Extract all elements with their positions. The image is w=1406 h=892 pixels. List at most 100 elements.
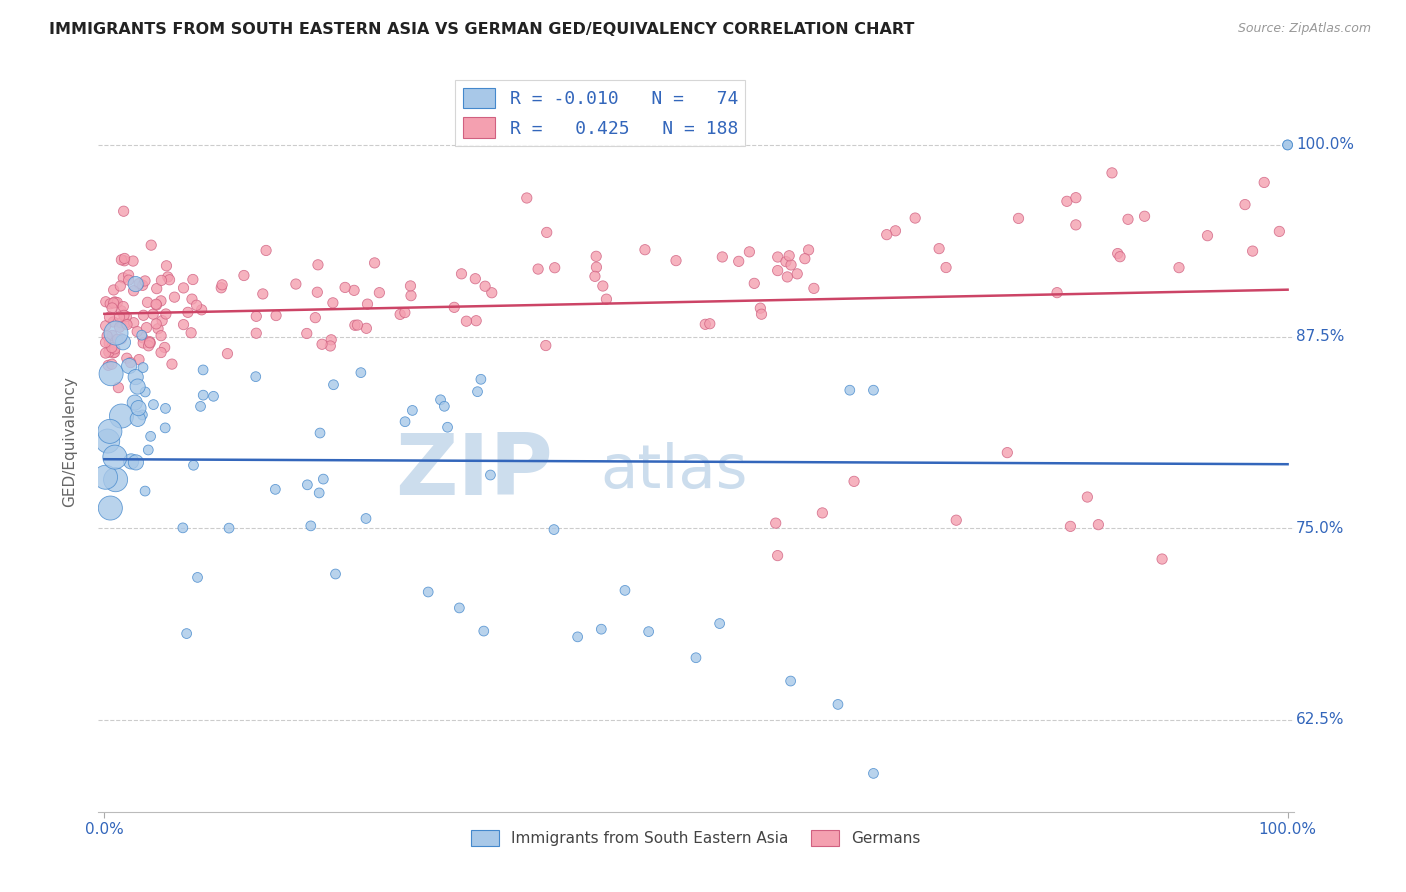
Point xyxy=(209,281,232,295)
Point xyxy=(1233,197,1256,211)
Point xyxy=(104,294,127,309)
Point xyxy=(299,519,322,533)
Point xyxy=(1046,285,1069,300)
Point xyxy=(343,284,366,298)
Point xyxy=(155,307,177,321)
Point xyxy=(122,284,145,298)
Point xyxy=(118,273,141,287)
Point xyxy=(112,300,135,314)
Point xyxy=(112,309,135,323)
Point xyxy=(749,301,772,315)
Point xyxy=(308,486,330,500)
Point xyxy=(132,331,155,345)
Text: 100.0%: 100.0% xyxy=(1296,137,1354,153)
Point xyxy=(124,277,146,291)
Point xyxy=(304,310,326,325)
Point xyxy=(827,698,849,712)
Point xyxy=(104,473,127,487)
Point xyxy=(472,624,495,638)
Point xyxy=(1168,260,1191,275)
Point xyxy=(312,472,335,486)
Point xyxy=(284,277,307,291)
Point xyxy=(399,279,422,293)
Point xyxy=(343,318,366,333)
Point xyxy=(776,269,799,284)
Point xyxy=(110,409,132,423)
Point xyxy=(450,267,472,281)
Point xyxy=(98,336,121,351)
Point xyxy=(104,295,127,310)
Point xyxy=(186,298,208,312)
Point xyxy=(150,313,173,327)
Point xyxy=(104,326,127,340)
Point xyxy=(354,511,377,525)
Text: 62.5%: 62.5% xyxy=(1296,712,1344,727)
Point xyxy=(190,400,212,414)
Point xyxy=(356,321,378,335)
Point xyxy=(1064,191,1087,205)
Point xyxy=(443,301,465,315)
Point xyxy=(356,297,378,311)
Point xyxy=(139,336,162,351)
Point xyxy=(634,243,657,257)
Point xyxy=(779,674,801,689)
Point xyxy=(945,513,967,527)
Point xyxy=(1133,209,1156,223)
Point xyxy=(429,392,451,407)
Point xyxy=(766,549,789,563)
Point xyxy=(433,399,456,413)
Text: atlas: atlas xyxy=(600,442,748,500)
Point xyxy=(103,296,125,310)
Point xyxy=(149,293,172,308)
Point xyxy=(145,317,167,331)
Point xyxy=(1087,517,1109,532)
Point xyxy=(797,243,820,257)
Point xyxy=(1277,137,1299,152)
Point xyxy=(394,305,416,319)
Point xyxy=(103,345,125,359)
Point xyxy=(110,303,132,318)
Point xyxy=(1253,176,1275,190)
Point xyxy=(103,283,125,297)
Point xyxy=(101,301,124,315)
Point xyxy=(322,377,344,392)
Point xyxy=(399,288,422,302)
Point xyxy=(145,282,167,296)
Point xyxy=(709,616,731,631)
Point xyxy=(592,279,614,293)
Point xyxy=(474,279,496,293)
Point xyxy=(115,351,138,366)
Point xyxy=(995,445,1018,459)
Point xyxy=(103,315,125,329)
Point xyxy=(107,332,129,346)
Point xyxy=(765,516,787,530)
Point xyxy=(127,401,149,416)
Point xyxy=(264,483,287,497)
Point xyxy=(131,408,153,422)
Point xyxy=(1109,250,1132,264)
Text: ZIP: ZIP xyxy=(395,430,553,513)
Point xyxy=(173,281,195,295)
Point xyxy=(738,244,761,259)
Point xyxy=(543,523,565,537)
Point xyxy=(585,260,607,275)
Point xyxy=(1101,166,1123,180)
Point xyxy=(176,626,198,640)
Point xyxy=(322,296,344,310)
Point xyxy=(401,403,423,417)
Point xyxy=(838,383,860,397)
Point xyxy=(181,272,204,286)
Point xyxy=(1241,244,1264,258)
Point xyxy=(100,367,122,381)
Point xyxy=(112,271,135,285)
Point xyxy=(114,253,136,268)
Point xyxy=(183,458,205,473)
Point xyxy=(534,338,557,352)
Point xyxy=(699,317,721,331)
Point xyxy=(778,249,800,263)
Point xyxy=(309,425,332,440)
Point xyxy=(136,442,159,457)
Point xyxy=(766,263,789,277)
Point xyxy=(727,254,749,268)
Point xyxy=(1076,490,1098,504)
